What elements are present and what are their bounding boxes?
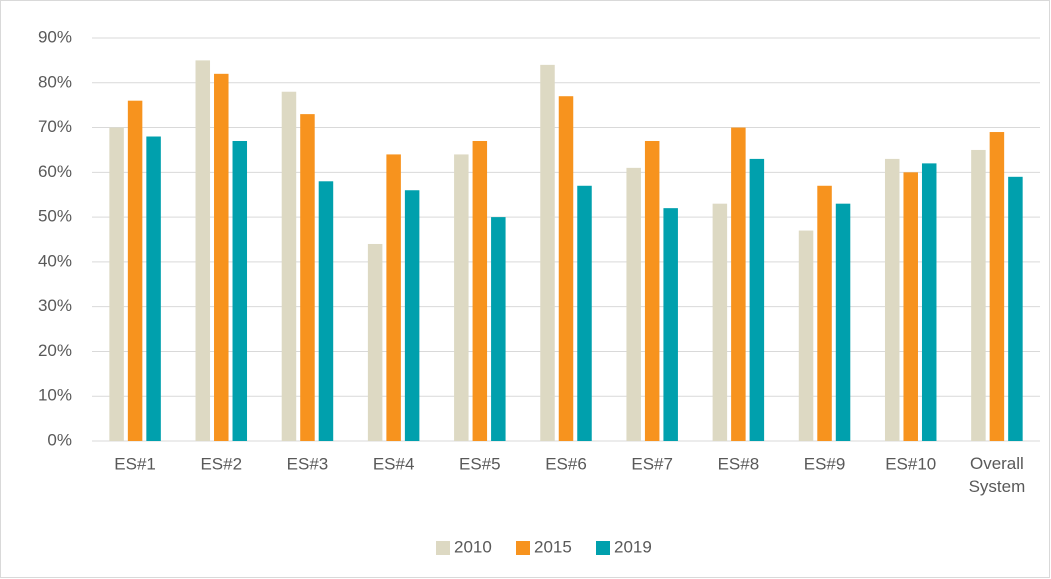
bar <box>798 230 814 441</box>
bar <box>386 154 401 441</box>
bar <box>127 100 143 441</box>
bar <box>884 158 900 441</box>
bar <box>663 208 678 441</box>
x-tick-label: ES#5 <box>459 454 501 473</box>
bar <box>921 163 937 441</box>
bar <box>472 140 488 441</box>
y-tick-label: 50% <box>38 207 72 226</box>
bar <box>367 243 383 441</box>
bar <box>903 172 918 442</box>
bar <box>404 190 420 441</box>
x-tick-label: ES#10 <box>885 454 936 473</box>
y-tick-label: 60% <box>38 162 72 181</box>
bar <box>731 127 746 442</box>
y-tick-label: 30% <box>38 296 72 315</box>
bar <box>281 91 297 441</box>
legend-swatch <box>436 541 450 555</box>
bar <box>712 203 728 441</box>
legend-swatch <box>596 541 610 555</box>
bar <box>577 185 592 441</box>
bar <box>195 60 211 442</box>
bar <box>971 149 986 441</box>
bar <box>109 127 124 442</box>
x-tick-label: ES#7 <box>631 454 673 473</box>
x-tick-label: ES#9 <box>804 454 846 473</box>
bar <box>214 73 229 442</box>
legend-label: 2010 <box>454 537 492 556</box>
bar <box>835 203 851 441</box>
x-tick-label: ES#6 <box>545 454 587 473</box>
bar <box>749 158 765 441</box>
x-tick-label: ES#2 <box>200 454 242 473</box>
y-tick-label: 40% <box>38 251 72 270</box>
bar <box>989 132 1005 442</box>
bar <box>491 217 506 441</box>
bar <box>1008 176 1023 442</box>
y-tick-label: 80% <box>38 72 72 91</box>
y-tick-label: 20% <box>38 341 72 360</box>
bar <box>146 136 161 441</box>
y-tick-label: 0% <box>47 430 72 449</box>
bar <box>626 167 641 441</box>
bar <box>300 114 315 441</box>
y-tick-label: 10% <box>38 386 72 405</box>
bar <box>817 185 832 441</box>
x-tick-label: ES#8 <box>718 454 760 473</box>
y-tick-label: 90% <box>38 27 72 46</box>
legend-label: 2019 <box>614 537 652 556</box>
x-tick-label: ES#3 <box>287 454 329 473</box>
bar <box>540 64 555 441</box>
bar <box>558 96 574 441</box>
bar <box>232 140 248 441</box>
y-tick-label: 70% <box>38 117 72 136</box>
x-tick-label: ES#4 <box>373 454 415 473</box>
bar <box>318 181 334 442</box>
bar <box>644 140 660 441</box>
bar <box>454 154 469 441</box>
legend-swatch <box>516 541 530 555</box>
legend-label: 2015 <box>534 537 572 556</box>
x-tick-label: ES#1 <box>114 454 156 473</box>
x-tick-label: Overall System <box>969 454 1026 496</box>
